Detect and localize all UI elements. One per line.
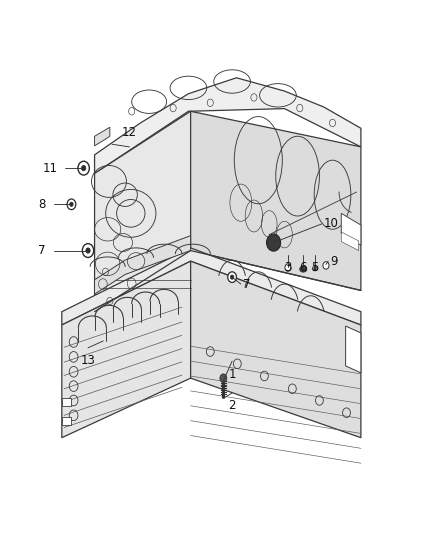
Polygon shape — [95, 127, 110, 146]
Text: 7: 7 — [243, 278, 251, 290]
Circle shape — [267, 234, 281, 251]
Polygon shape — [95, 78, 361, 173]
Text: 1: 1 — [228, 368, 236, 381]
Polygon shape — [62, 248, 361, 325]
Ellipse shape — [300, 266, 307, 272]
Circle shape — [81, 165, 86, 171]
Circle shape — [67, 199, 76, 209]
Text: 2: 2 — [228, 399, 236, 413]
Text: 11: 11 — [42, 161, 57, 175]
Circle shape — [285, 264, 291, 271]
Text: 8: 8 — [38, 198, 46, 211]
Circle shape — [230, 275, 234, 279]
Polygon shape — [346, 326, 361, 373]
Ellipse shape — [312, 266, 318, 271]
Polygon shape — [62, 261, 191, 438]
FancyBboxPatch shape — [62, 398, 71, 406]
Polygon shape — [191, 111, 361, 290]
Polygon shape — [341, 213, 361, 245]
Circle shape — [228, 272, 237, 282]
Circle shape — [70, 202, 73, 206]
Circle shape — [220, 374, 227, 382]
Text: 13: 13 — [81, 354, 95, 367]
Text: 12: 12 — [122, 126, 137, 139]
Text: 3: 3 — [284, 261, 292, 274]
FancyBboxPatch shape — [62, 417, 71, 425]
Circle shape — [314, 267, 316, 270]
Polygon shape — [95, 236, 191, 294]
Polygon shape — [341, 232, 359, 251]
Text: 5: 5 — [311, 261, 319, 274]
Text: 9: 9 — [330, 255, 338, 268]
Text: 10: 10 — [324, 217, 339, 230]
Circle shape — [323, 262, 329, 269]
Circle shape — [78, 161, 89, 175]
Circle shape — [82, 244, 94, 257]
Circle shape — [86, 248, 90, 253]
Polygon shape — [95, 111, 191, 312]
Text: 7: 7 — [38, 244, 46, 257]
Text: 6: 6 — [300, 261, 307, 274]
Polygon shape — [191, 261, 361, 438]
